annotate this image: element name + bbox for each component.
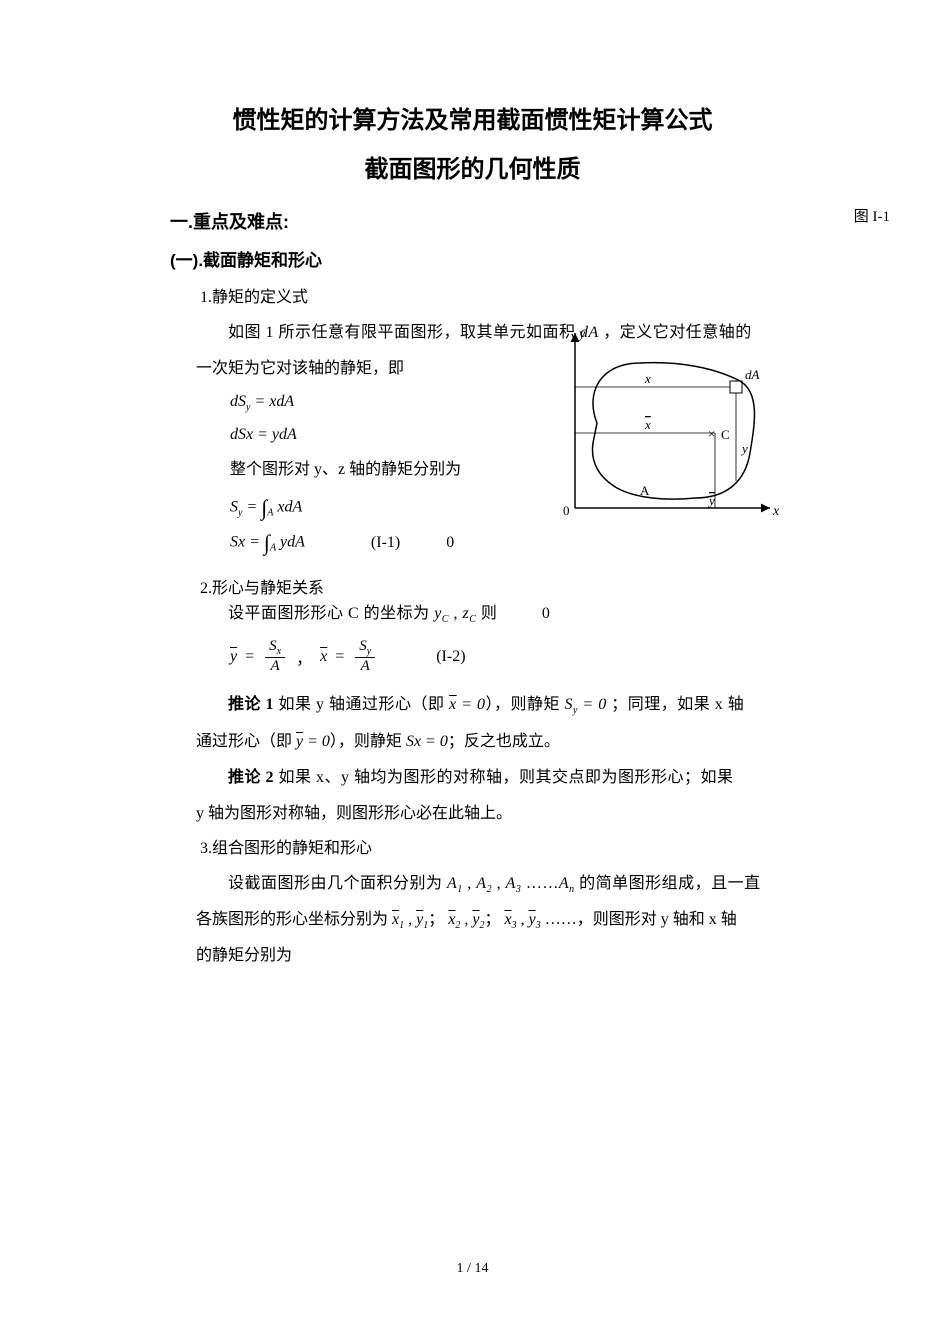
item-3-para-1: 设截面图形由几个面积分别为 A1 , A2 , A3 ……An 的简单图形组成，…: [196, 868, 775, 900]
svg-text:y: y: [577, 327, 586, 342]
section-1-1-heading: (一).截面静矩和形心: [170, 246, 775, 271]
item-2-para-1: 设平面图形形心 C 的坐标为 yC , zC 则 0: [196, 598, 775, 630]
item-3-para-2: 各族图形的形心坐标分别为 x1 , y1； x2 , y2； x3 , y3 ……: [196, 904, 775, 936]
corollary-1: 推论 1 如果 y 轴通过形心（即 x = 0），则静矩 Sy = 0 ；同理，…: [196, 689, 775, 721]
svg-text:×: ×: [708, 426, 715, 441]
corollary-2: 推论 2 如果 x、y 轴均为图形的对称轴，则其交点即为图形形心；如果: [196, 762, 775, 794]
figure-I1-caption: 图 I-1: [854, 205, 890, 226]
svg-text:x: x: [644, 371, 651, 386]
item-1-heading: 1.静矩的定义式: [200, 283, 775, 307]
item-3-heading: 3.组合图形的静矩和形心: [200, 834, 775, 858]
figure-I1: × y x x dA x C y A y 0: [545, 323, 785, 533]
formula-label-I1: (I-1): [371, 530, 400, 556]
svg-text:x: x: [772, 504, 780, 519]
section-1-heading: 一.重点及难点:: [170, 208, 775, 234]
item-3-para-3: 的静矩分别为: [196, 940, 775, 972]
svg-text:A: A: [640, 483, 650, 498]
formula-label-I2: (I-2): [436, 648, 465, 666]
page-title-sub: 截面图形的几何性质: [170, 149, 775, 184]
page-number: 1 / 14: [0, 1261, 945, 1277]
corollary-2-cont: y 轴为图形对称轴，则图形形心必在此轴上。: [196, 798, 775, 830]
item-2-heading: 2.形心与静矩关系: [200, 574, 324, 598]
svg-text:y: y: [740, 441, 748, 456]
formula-centroid: y = Sx A ， x = Sy A (I-2): [230, 638, 775, 675]
origin-label: 0: [446, 530, 454, 556]
corollary-1-cont: 通过形心（即 y = 0），则静矩 Sx = 0；反之也成立。: [196, 726, 775, 758]
svg-text:dA: dA: [745, 367, 760, 382]
svg-text:y: y: [707, 493, 715, 508]
svg-text:x: x: [644, 417, 651, 432]
svg-text:C: C: [721, 427, 730, 442]
svg-text:0: 0: [563, 503, 570, 518]
page-title-main: 惯性矩的计算方法及常用截面惯性矩计算公式: [170, 100, 775, 135]
